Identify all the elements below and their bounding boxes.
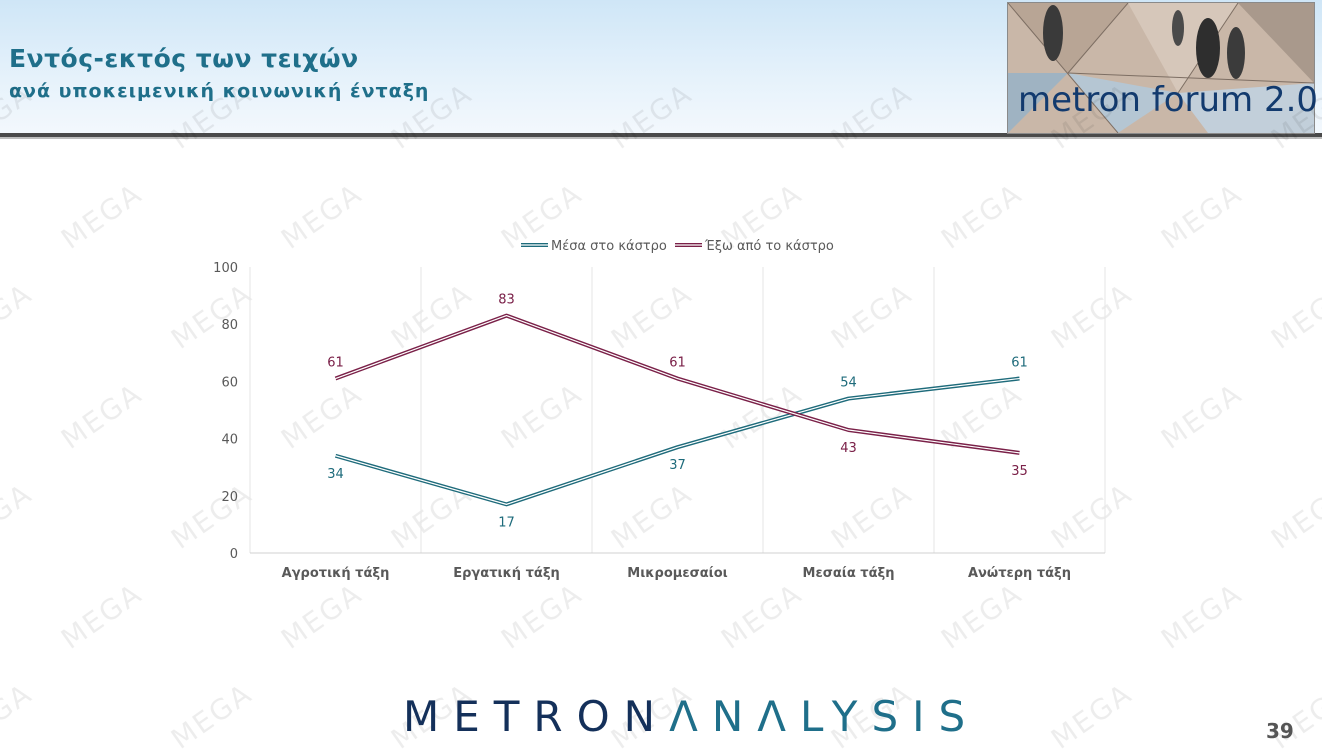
footer-brand-part2: ΛNΛLYSIS <box>669 692 980 741</box>
data-label: 37 <box>669 458 686 473</box>
y-tick-label: 60 <box>221 375 238 390</box>
page-subtitle: ανά υποκειμενική κοινωνική ένταξη <box>9 80 430 102</box>
data-label: 54 <box>840 376 857 391</box>
data-label: 61 <box>327 356 344 371</box>
data-label: 61 <box>669 356 686 371</box>
logo-background-graphic <box>1008 3 1314 133</box>
data-label: 34 <box>327 467 344 482</box>
forum-logo-text: metron forum 2.0 <box>1018 80 1319 120</box>
page-title: Εντός-εκτός των τειχών <box>9 44 359 73</box>
legend-label: Μέσα στο κάστρο <box>551 239 667 254</box>
x-tick-label: Μικρομεσαίοι <box>627 566 727 581</box>
data-label: 61 <box>1011 356 1028 371</box>
series-line-highlight <box>335 315 1020 454</box>
series-line-highlight <box>335 377 1020 505</box>
y-tick-label: 40 <box>221 433 238 448</box>
y-tick-label: 100 <box>213 261 238 276</box>
footer-brand-logo: METRONΛNΛLYSIS <box>403 692 979 741</box>
data-label: 83 <box>498 293 515 308</box>
header-divider <box>0 133 1322 137</box>
page-number: 39 <box>1266 719 1294 743</box>
data-label: 17 <box>498 515 515 530</box>
y-tick-label: 20 <box>221 490 238 505</box>
series-line <box>334 313 1020 455</box>
data-label: 35 <box>1011 464 1028 479</box>
header-divider-shadow <box>0 137 1322 139</box>
footer-brand-part1: METRON <box>403 692 670 741</box>
x-tick-label: Αγροτική τάξη <box>282 566 390 581</box>
x-tick-label: Μεσαία τάξη <box>803 566 895 581</box>
legend-label: Έξω από το κάστρο <box>704 239 834 254</box>
x-tick-label: Ανώτερη τάξη <box>968 566 1071 581</box>
data-label: 43 <box>840 441 857 456</box>
y-tick-label: 0 <box>230 547 238 562</box>
forum-logo-image <box>1007 2 1315 134</box>
y-tick-label: 80 <box>221 318 238 333</box>
x-tick-label: Εργατική τάξη <box>453 566 560 581</box>
